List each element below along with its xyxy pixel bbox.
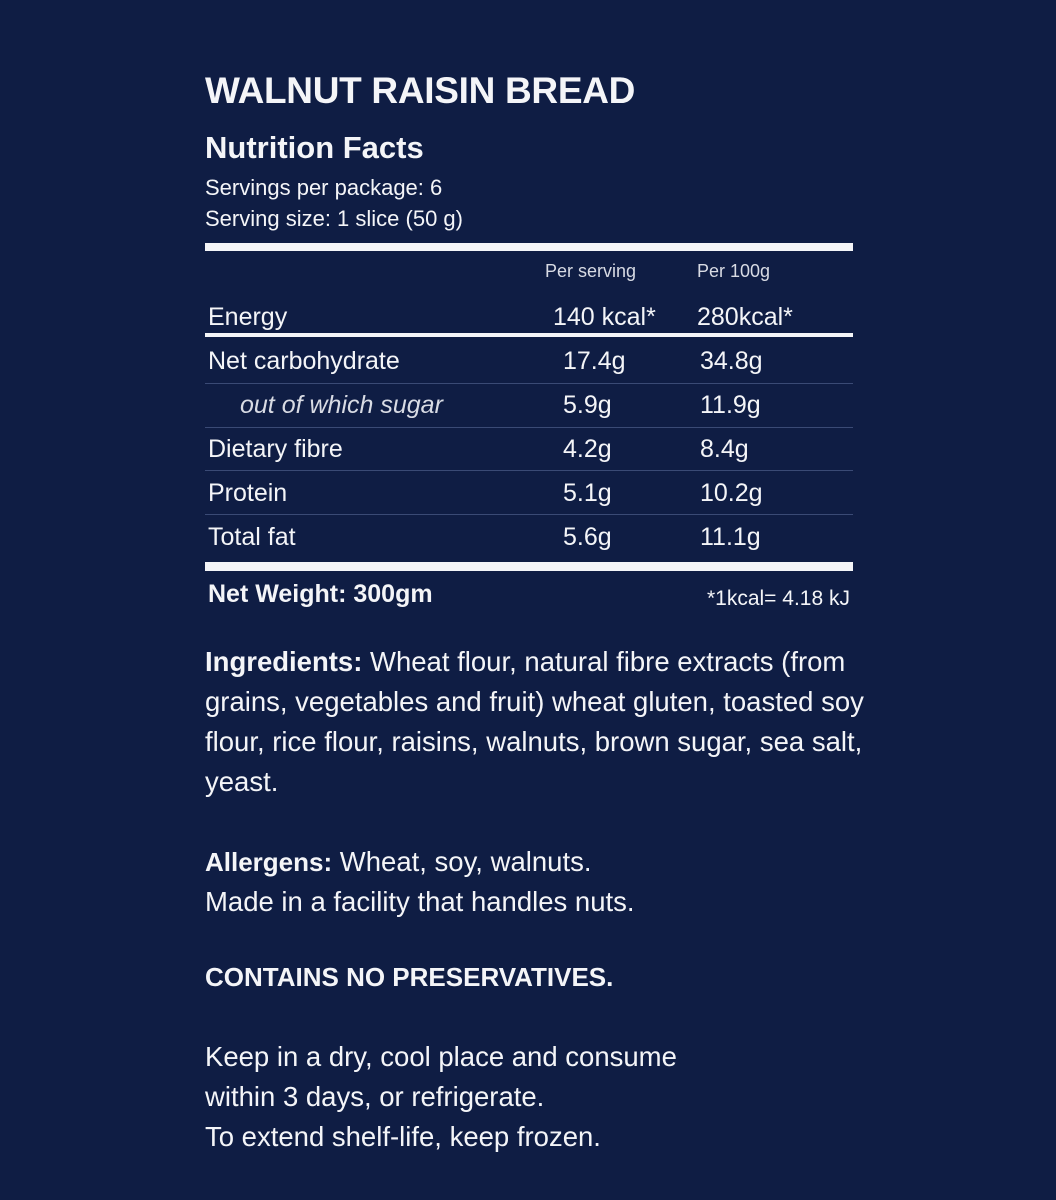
energy-footnote: *1kcal= 4.18 kJ xyxy=(706,587,850,610)
table-row: Dietary fibre 4.2g 8.4g xyxy=(208,427,853,471)
nutrition-facts-heading: Nutrition Facts xyxy=(205,130,424,165)
ingredients-text: Wheat flour, natural fibre extracts (fro… xyxy=(205,646,864,797)
row-divider xyxy=(205,383,853,384)
per-serving-value: 5.6g xyxy=(563,523,612,551)
row-divider xyxy=(205,427,853,428)
storage-line: Keep in a dry, cool place and consume xyxy=(205,1041,677,1072)
row-label: out of which sugar xyxy=(240,391,443,419)
column-header-per-100g: Per 100g xyxy=(697,261,771,281)
allergens-text: Wheat, soy, walnuts. xyxy=(332,846,592,877)
allergens: Allergens: Wheat, soy, walnuts. Made in … xyxy=(205,842,925,922)
table-row: out of which sugar 5.9g 11.9g xyxy=(208,383,853,427)
per-100g-value: 11.1g xyxy=(700,523,761,551)
servings-per-package: Servings per package: 6 xyxy=(205,175,443,200)
net-weight: Net Weight: 300gm xyxy=(208,580,433,608)
row-divider xyxy=(205,470,853,471)
table-row: Net carbohydrate 17.4g 34.8g xyxy=(208,339,853,383)
column-header-per-serving: Per serving xyxy=(545,261,637,281)
row-label: Protein xyxy=(208,479,288,507)
ingredients-label: Ingredients: xyxy=(205,646,363,677)
per-100g-value: 10.2g xyxy=(700,479,763,507)
energy-row: Energy 140 kcal* 280kcal* xyxy=(208,295,853,339)
per-100g-value: 34.8g xyxy=(700,347,763,375)
per-serving-value: 4.2g xyxy=(563,435,612,463)
per-serving-value: 5.9g xyxy=(563,391,612,419)
per-100g-value: 280kcal* xyxy=(697,303,793,331)
energy-divider xyxy=(205,333,853,337)
bottom-thick-divider xyxy=(205,562,853,571)
facility-note: Made in a facility that handles nuts. xyxy=(205,886,635,917)
allergens-label: Allergens: xyxy=(205,847,333,877)
product-title: WALNUT RAISIN BREAD xyxy=(205,70,636,111)
ingredients: Ingredients: Wheat flour, natural fibre … xyxy=(205,642,925,802)
row-label: Net carbohydrate xyxy=(208,347,400,375)
storage-line: To extend shelf-life, keep frozen. xyxy=(205,1121,601,1152)
row-label: Dietary fibre xyxy=(208,435,343,463)
row-divider xyxy=(205,514,853,515)
storage-instructions: Keep in a dry, cool place and consume wi… xyxy=(205,1037,925,1157)
storage-line: within 3 days, or refrigerate. xyxy=(205,1081,545,1112)
per-serving-value: 5.1g xyxy=(563,479,612,507)
table-row: Protein 5.1g 10.2g xyxy=(208,471,853,515)
per-100g-value: 8.4g xyxy=(700,435,749,463)
top-thick-divider xyxy=(205,243,853,251)
serving-size: Serving size: 1 slice (50 g) xyxy=(205,206,463,231)
row-label: Energy xyxy=(208,303,288,331)
table-row: Total fat 5.6g 11.1g xyxy=(208,515,853,559)
per-serving-value: 17.4g xyxy=(563,347,626,375)
no-preservatives-note: CONTAINS NO PRESERVATIVES. xyxy=(205,962,614,992)
per-100g-value: 11.9g xyxy=(700,391,761,419)
row-label: Total fat xyxy=(208,523,296,551)
per-serving-value: 140 kcal* xyxy=(553,303,656,331)
